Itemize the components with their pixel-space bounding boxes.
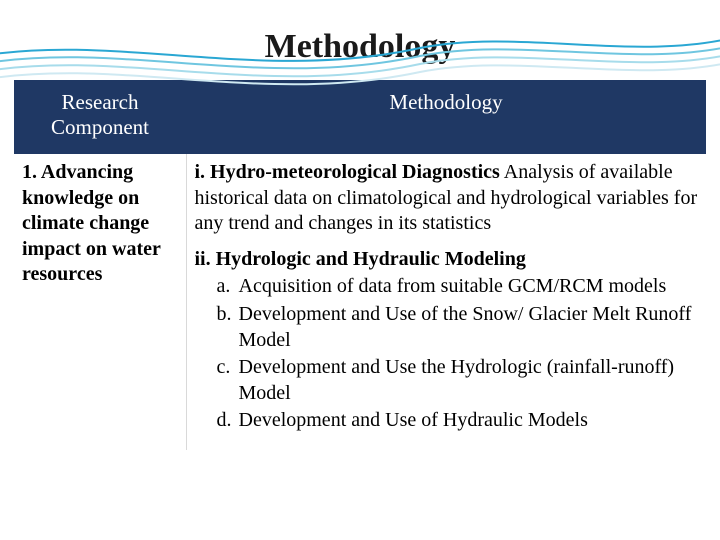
- header-methodology: Methodology: [186, 80, 706, 154]
- item-text: Development and Use the Hydrologic (rain…: [239, 355, 699, 406]
- section-i: i. Hydro-meteorological Diagnostics Anal…: [195, 160, 699, 237]
- list-item: c. Development and Use the Hydrologic (r…: [217, 355, 699, 406]
- methodology-table: Research Component Methodology 1. Advanc…: [14, 80, 706, 450]
- section-ii-heading: ii. Hydrologic and Hydraulic Modeling: [195, 247, 699, 273]
- item-text: Development and Use of Hydraulic Models: [239, 408, 699, 434]
- slide-title: Methodology: [0, 28, 720, 66]
- header-research-component: Research Component: [14, 80, 186, 154]
- list-item: b. Development and Use of the Snow/ Glac…: [217, 302, 699, 353]
- item-text: Acquisition of data from suitable GCM/RC…: [239, 274, 699, 300]
- item-marker: a.: [217, 274, 239, 300]
- table-row: 1. Advancing knowledge on climate change…: [14, 154, 706, 450]
- section-ii: ii. Hydrologic and Hydraulic Modeling a.…: [195, 247, 699, 434]
- research-component-text: 1. Advancing knowledge on climate change…: [22, 161, 161, 285]
- item-marker: c.: [217, 355, 239, 406]
- item-text: Development and Use of the Snow/ Glacier…: [239, 302, 699, 353]
- item-marker: b.: [217, 302, 239, 353]
- list-item: d. Development and Use of Hydraulic Mode…: [217, 408, 699, 434]
- cell-research-component: 1. Advancing knowledge on climate change…: [14, 154, 186, 450]
- section-ii-list: a. Acquisition of data from suitable GCM…: [195, 274, 699, 434]
- list-item: a. Acquisition of data from suitable GCM…: [217, 274, 699, 300]
- section-i-heading: i. Hydro-meteorological Diagnostics: [195, 161, 500, 183]
- cell-methodology: i. Hydro-meteorological Diagnostics Anal…: [186, 154, 706, 450]
- item-marker: d.: [217, 408, 239, 434]
- table-header-row: Research Component Methodology: [14, 80, 706, 154]
